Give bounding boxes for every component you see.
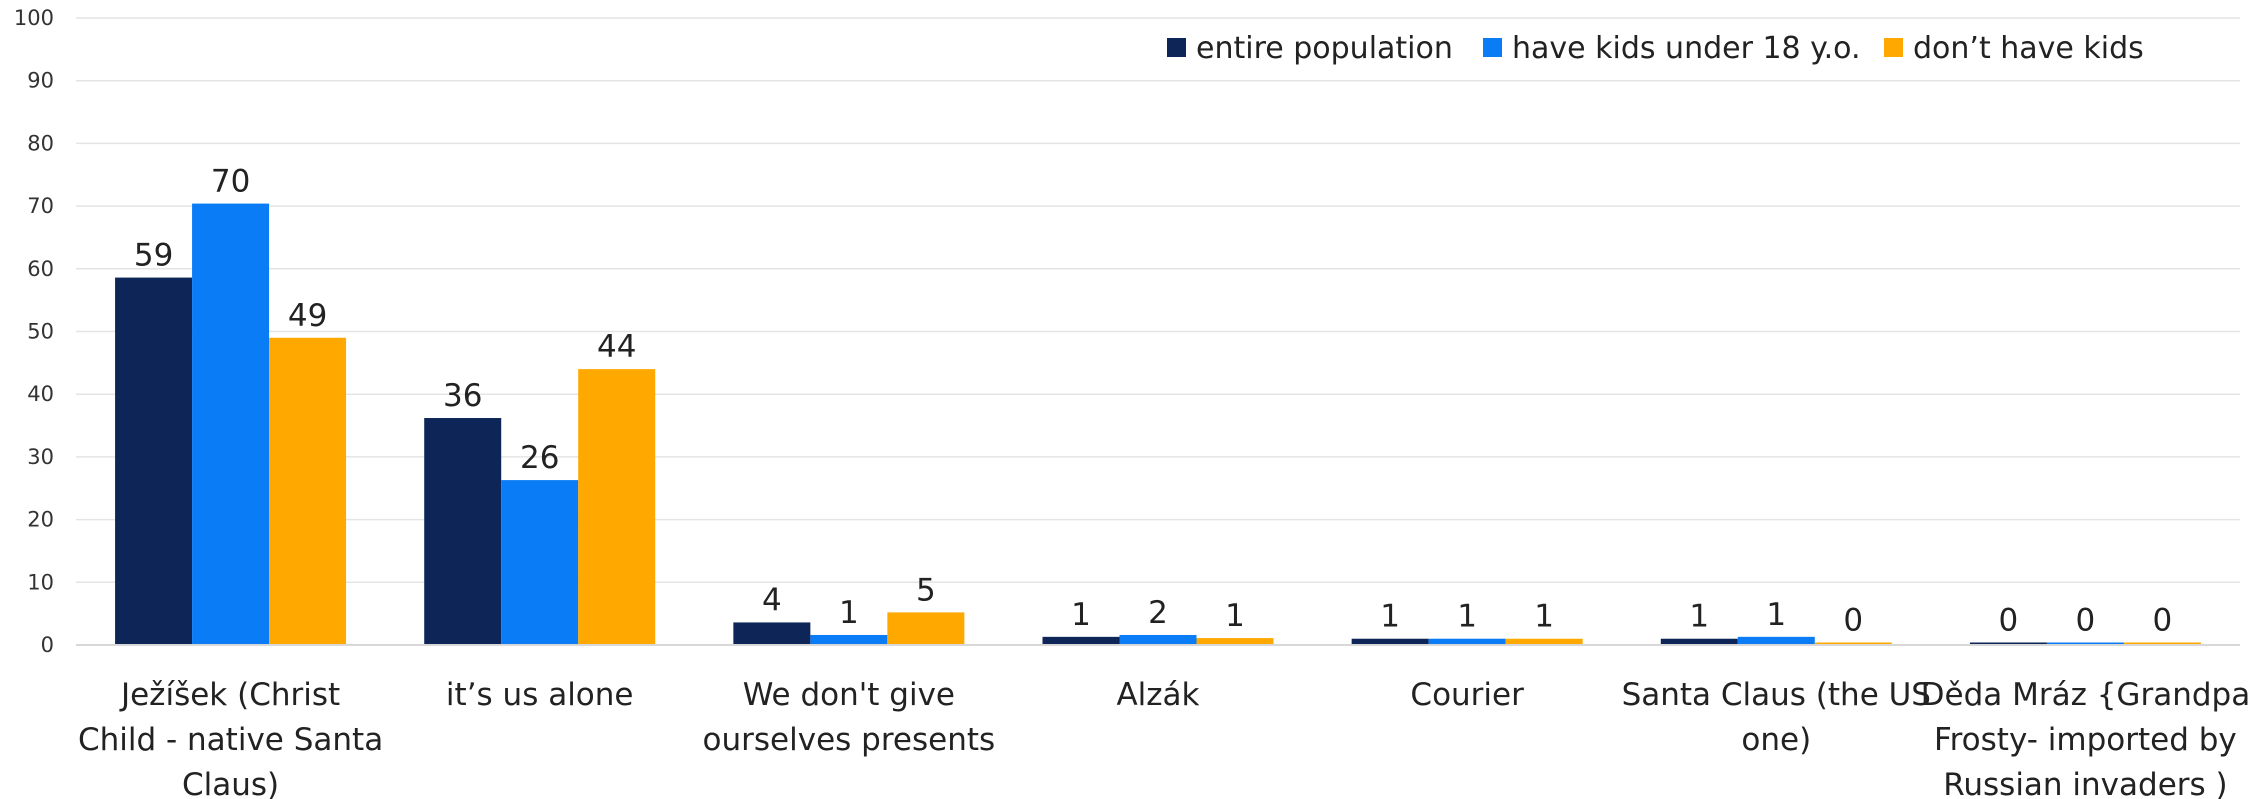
data-label: 59 <box>134 238 173 274</box>
bar-have-kids-under-18-y-o- <box>810 634 888 645</box>
bar-don-t-have-kids <box>1505 638 1583 645</box>
data-label: 44 <box>597 329 636 365</box>
bar-don-t-have-kids <box>887 612 965 645</box>
legend: entire population have kids under 18 y.o.… <box>1167 31 2144 66</box>
y-tick-label: 0 <box>41 633 54 657</box>
data-label: 2 <box>1148 595 1168 631</box>
bar-entire-population <box>1969 642 2047 645</box>
y-tick-label: 90 <box>27 69 54 93</box>
x-tick-label: Santa Claus (the US one) <box>1622 677 1931 758</box>
data-label: 1 <box>839 595 859 631</box>
bar-entire-population <box>1042 636 1120 645</box>
data-labels: 59 36 4 1 1 1 0 70 26 1 2 1 1 0 49 44 5 1 1 0 0 <box>134 164 2172 639</box>
data-label: 1 <box>1071 597 1091 633</box>
bar-have-kids-under-18-y-o- <box>192 203 270 646</box>
x-tick-label: Děda Mráz {Grandpa Frosty- imported by Rus… <box>1921 677 2251 799</box>
data-label: 1 <box>1766 597 1786 633</box>
bar-don-t-have-kids <box>1196 638 1274 645</box>
x-tick-label-line: Claus) <box>182 767 279 799</box>
bar-entire-population <box>1351 638 1429 645</box>
x-tick-label-line: Courier <box>1410 677 1524 713</box>
bar-have-kids-under-18-y-o- <box>2046 642 2124 645</box>
data-label: 1 <box>1380 599 1400 635</box>
bars <box>115 203 2201 646</box>
y-tick-label: 60 <box>27 257 54 281</box>
x-tick-label: Ježíšek (Christ Child - native Santa Claus… <box>78 677 383 799</box>
legend-label: don’t have kids <box>1913 31 2144 66</box>
data-label: 36 <box>443 378 482 414</box>
y-tick-label: 40 <box>27 382 54 406</box>
x-tick-label-line: Ježíšek (Christ <box>119 677 340 713</box>
y-tick-label: 20 <box>27 508 54 532</box>
bar-have-kids-under-18-y-o- <box>501 480 579 645</box>
y-tick-label: 70 <box>27 194 54 218</box>
x-tick-label: Alzák <box>1116 677 1199 713</box>
x-tick-label-line: ourselves presents <box>703 722 996 758</box>
bar-have-kids-under-18-y-o- <box>1737 636 1815 645</box>
data-label: 70 <box>211 164 250 200</box>
y-tick-label: 10 <box>27 570 54 594</box>
data-label: 0 <box>2076 602 2096 638</box>
bar-don-t-have-kids <box>269 337 347 645</box>
y-axis-ticks: 0 10 20 30 40 50 60 70 80 90 100 <box>14 6 54 657</box>
x-tick-label-line: one) <box>1741 722 1811 758</box>
y-tick-label: 80 <box>27 131 54 155</box>
data-label: 0 <box>1843 602 1863 638</box>
x-tick-label: Courier <box>1410 677 1524 713</box>
data-label: 0 <box>2153 602 2173 638</box>
x-tick-label-line: Frosty- imported by <box>1934 722 2237 758</box>
legend-swatch <box>1884 38 1903 57</box>
bar-don-t-have-kids <box>578 369 656 645</box>
bar-entire-population <box>115 277 193 645</box>
bar-don-t-have-kids <box>2123 642 2201 645</box>
bar-don-t-have-kids <box>1814 642 1892 645</box>
x-tick-label: We don't give ourselves presents <box>703 677 996 758</box>
data-label: 1 <box>1225 598 1245 634</box>
x-tick-label-line: Russian invaders ) <box>1943 767 2227 799</box>
gridlines <box>76 17 2240 584</box>
x-tick-label-line: Alzák <box>1116 677 1199 713</box>
data-label: 26 <box>520 440 559 476</box>
data-label: 4 <box>762 582 782 618</box>
bar-entire-population <box>1660 638 1738 645</box>
data-label: 0 <box>1999 602 2019 638</box>
bar-have-kids-under-18-y-o- <box>1119 634 1197 645</box>
legend-swatch <box>1483 38 1502 57</box>
data-label: 1 <box>1457 599 1477 635</box>
y-tick-label: 30 <box>27 445 54 469</box>
x-tick-label-line: Child - native Santa <box>78 722 383 758</box>
x-tick-label-line: Děda Mráz {Grandpa <box>1921 677 2251 713</box>
data-label: 49 <box>288 298 327 334</box>
legend-label: have kids under 18 y.o. <box>1512 31 1861 66</box>
bar-have-kids-under-18-y-o- <box>1428 638 1506 645</box>
data-label: 1 <box>1534 599 1554 635</box>
x-tick-label-line: We don't give <box>743 677 955 713</box>
x-tick-label-line: it’s us alone <box>446 677 634 713</box>
x-tick-label: it’s us alone <box>446 677 634 713</box>
y-tick-label: 50 <box>27 320 54 344</box>
x-axis: Ježíšek (Christ Child - native Santa Claus… <box>76 644 2251 799</box>
data-label: 5 <box>916 572 936 608</box>
legend-label: entire population <box>1196 31 1453 66</box>
x-tick-label-line: Santa Claus (the US <box>1622 677 1931 713</box>
bar-entire-population <box>733 622 811 645</box>
data-label: 1 <box>1689 599 1709 635</box>
y-tick-label: 100 <box>14 6 54 30</box>
legend-swatch <box>1167 38 1186 57</box>
bar-entire-population <box>424 418 502 645</box>
